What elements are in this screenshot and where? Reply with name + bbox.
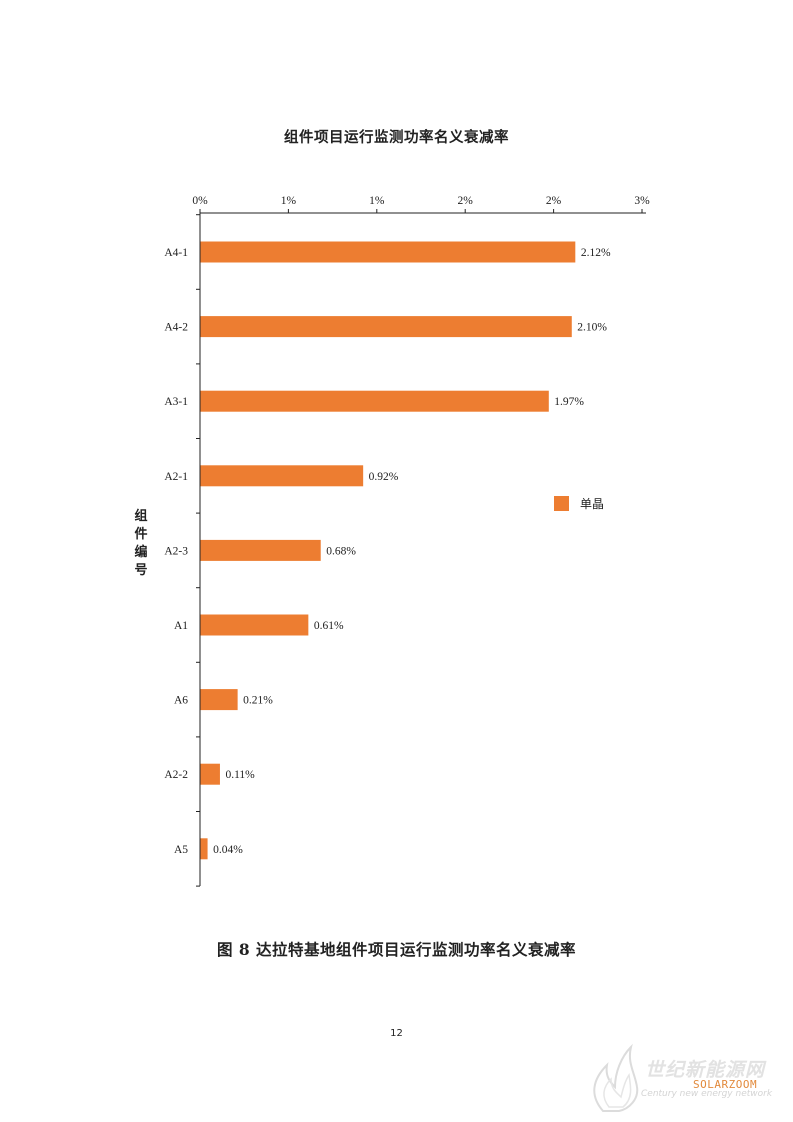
bar — [200, 614, 309, 636]
page-number: 12 — [390, 1028, 403, 1039]
x-tick-label: 2% — [546, 195, 562, 207]
y-tick-label: A4-2 — [164, 322, 188, 334]
y-tick-label: A4-1 — [164, 247, 188, 259]
bar — [200, 838, 208, 860]
bar — [200, 763, 220, 785]
chart-title: 组件项目运行监测功率名义衰减率 — [284, 130, 509, 146]
data-label: 0.61% — [314, 620, 344, 632]
y-tick-label: A2-1 — [164, 471, 188, 483]
y-tick-label: A5 — [174, 844, 188, 856]
data-label: 0.21% — [243, 695, 273, 707]
x-tick-label: 1% — [369, 195, 385, 207]
data-label: 0.11% — [225, 769, 255, 781]
watermark-en-text: Century new energy network — [641, 1089, 773, 1099]
bar — [200, 241, 576, 263]
y-tick-label: A3-1 — [164, 396, 188, 408]
x-tick-label: 2% — [458, 195, 474, 207]
legend-swatch — [554, 496, 569, 511]
watermark-cn-text: 世纪新能源网 — [645, 1059, 766, 1081]
bar — [200, 689, 238, 711]
bar — [200, 539, 321, 561]
bar — [200, 316, 572, 338]
legend-label: 单晶 — [580, 497, 604, 511]
x-tick-label: 0% — [192, 195, 208, 207]
bar — [200, 465, 364, 487]
data-label: 0.92% — [369, 471, 399, 483]
flame-logo-icon — [593, 1043, 639, 1112]
data-label: 0.04% — [213, 844, 243, 856]
y-tick-label: A1 — [174, 620, 188, 632]
y-tick-label: A6 — [174, 695, 188, 707]
watermark-brand: SOLARZOOM — [693, 1078, 758, 1091]
bar — [200, 390, 549, 412]
y-tick-label: A2-3 — [164, 545, 188, 557]
data-label: 0.68% — [326, 545, 356, 557]
x-tick-label: 1% — [281, 195, 297, 207]
data-label: 1.97% — [554, 396, 584, 408]
x-tick-label: 3% — [634, 195, 650, 207]
data-label: 2.12% — [581, 247, 611, 259]
y-axis-label: 组件编号 — [134, 509, 148, 578]
figure-caption: 图 8 达拉特基地组件项目运行监测功率名义衰减率 — [216, 940, 577, 959]
watermark: 世纪新能源网 SOLARZOOM Century new energy netw… — [585, 1043, 785, 1113]
data-label: 2.10% — [577, 322, 607, 334]
y-tick-label: A2-2 — [164, 769, 188, 781]
